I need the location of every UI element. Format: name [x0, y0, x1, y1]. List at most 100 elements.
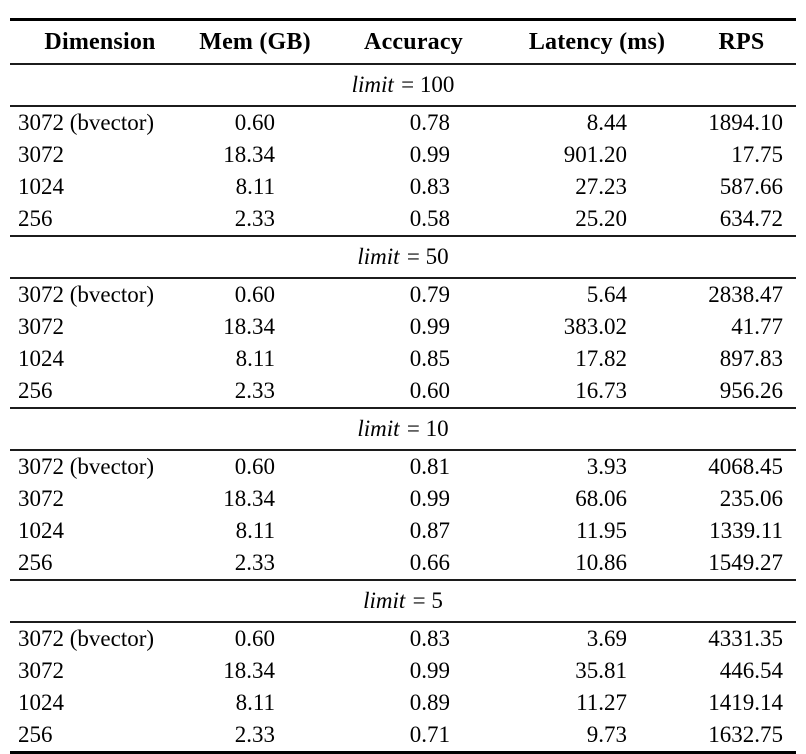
value-cell: 0.89 — [409, 690, 450, 715]
value-cell: 446.54 — [719, 658, 783, 683]
value-cell: 1419.14 — [708, 690, 783, 715]
value-cell: 0.79 — [409, 282, 450, 307]
table-row: 3072 (bvector) 0.60 0.83 3.69 4331.35 — [10, 622, 796, 655]
section-header-row: limit = 10 — [10, 407, 796, 451]
value-cell: 11.27 — [576, 690, 627, 715]
value-cell: 0.99 — [409, 658, 450, 683]
value-cell: 634.72 — [719, 206, 783, 231]
section-limit-cell: limit = 5 — [10, 579, 796, 623]
limit-word: limit — [357, 416, 400, 441]
value-cell: 8.11 — [235, 690, 275, 715]
value-cell: 2.33 — [234, 722, 275, 747]
value-cell: 35.81 — [575, 658, 627, 683]
dimension-cell: 3072 — [18, 142, 64, 167]
dimension-cell: 3072 (bvector) — [18, 282, 155, 307]
table-row: 3072 (bvector) 0.60 0.78 8.44 1894.10 — [10, 106, 796, 139]
table-row: 256 2.33 0.71 9.73 1632.75 — [10, 719, 796, 753]
dimension-cell: 1024 — [18, 174, 64, 199]
value-cell: 0.71 — [409, 722, 450, 747]
table-row: 3072 18.34 0.99 383.02 41.77 — [10, 311, 796, 343]
benchmark-table: Dimension Mem (GB) Accuracy Latency (ms)… — [10, 18, 796, 754]
value-cell: 18.34 — [223, 486, 275, 511]
value-cell: 2838.47 — [708, 282, 783, 307]
value-cell: 0.81 — [409, 454, 450, 479]
table-row: 3072 18.34 0.99 35.81 446.54 — [10, 655, 796, 687]
value-cell: 0.60 — [234, 110, 275, 135]
dimension-cell: 3072 (bvector) — [18, 110, 155, 135]
value-cell: 956.26 — [719, 378, 783, 403]
column-header-accuracy: Accuracy — [320, 19, 507, 65]
value-cell: 8.44 — [586, 110, 627, 135]
dimension-cell: 1024 — [18, 518, 64, 543]
value-cell: 16.73 — [575, 378, 627, 403]
value-cell: 0.99 — [409, 314, 450, 339]
dimension-cell: 3072 — [18, 486, 64, 511]
dimension-cell: 3072 — [18, 658, 64, 683]
value-cell: 11.95 — [576, 518, 627, 543]
table-row: 256 2.33 0.58 25.20 634.72 — [10, 203, 796, 236]
dimension-cell: 256 — [18, 550, 53, 575]
value-cell: 18.34 — [223, 658, 275, 683]
value-cell: 3.69 — [586, 626, 627, 651]
section-header-row: limit = 5 — [10, 579, 796, 623]
dimension-cell: 3072 — [18, 314, 64, 339]
value-cell: 1339.11 — [709, 518, 783, 543]
value-cell: 0.83 — [409, 626, 450, 651]
table-body: limit = 100 3072 (bvector) 0.60 0.78 8.44 1894… — [10, 63, 796, 753]
value-cell: 4331.35 — [708, 626, 783, 651]
value-cell: 18.34 — [223, 314, 275, 339]
value-cell: 1894.10 — [708, 110, 783, 135]
value-cell: 17.75 — [731, 142, 783, 167]
column-header-rps: RPS — [687, 19, 796, 65]
value-cell: 0.99 — [409, 142, 450, 167]
value-cell: 41.77 — [731, 314, 783, 339]
limit-value: = 50 — [406, 244, 449, 269]
dimension-cell: 256 — [18, 378, 53, 403]
limit-value: = 5 — [412, 588, 443, 613]
header-row: Dimension Mem (GB) Accuracy Latency (ms)… — [10, 19, 796, 65]
table-row: 3072 (bvector) 0.60 0.81 3.93 4068.45 — [10, 450, 796, 483]
value-cell: 1549.27 — [708, 550, 783, 575]
table-row: 3072 (bvector) 0.60 0.79 5.64 2838.47 — [10, 278, 796, 311]
dimension-cell: 3072 (bvector) — [18, 454, 155, 479]
table-row: 1024 8.11 0.85 17.82 897.83 — [10, 343, 796, 375]
column-header-mem-gb: Mem (GB) — [190, 19, 320, 65]
value-cell: 27.23 — [575, 174, 627, 199]
dimension-cell: 1024 — [18, 690, 64, 715]
table-row: 1024 8.11 0.89 11.27 1419.14 — [10, 687, 796, 719]
dimension-cell: 256 — [18, 206, 53, 231]
value-cell: 0.66 — [409, 550, 450, 575]
limit-value: = 100 — [401, 72, 455, 97]
value-cell: 897.83 — [719, 346, 783, 371]
value-cell: 1632.75 — [708, 722, 783, 747]
value-cell: 2.33 — [234, 378, 275, 403]
column-header-dimension: Dimension — [10, 19, 190, 65]
limit-word: limit — [351, 72, 394, 97]
value-cell: 25.20 — [575, 206, 627, 231]
section-header-row: limit = 50 — [10, 235, 796, 279]
section-limit-cell: limit = 10 — [10, 407, 796, 451]
dimension-cell: 1024 — [18, 346, 64, 371]
table-row: 3072 18.34 0.99 901.20 17.75 — [10, 139, 796, 171]
value-cell: 0.60 — [234, 626, 275, 651]
value-cell: 4068.45 — [708, 454, 783, 479]
value-cell: 0.83 — [409, 174, 450, 199]
value-cell: 0.60 — [234, 282, 275, 307]
table-row: 3072 18.34 0.99 68.06 235.06 — [10, 483, 796, 515]
value-cell: 8.11 — [235, 518, 275, 543]
value-cell: 5.64 — [586, 282, 627, 307]
value-cell: 8.11 — [235, 174, 275, 199]
value-cell: 68.06 — [575, 486, 627, 511]
value-cell: 18.34 — [223, 142, 275, 167]
table-row: 1024 8.11 0.83 27.23 587.66 — [10, 171, 796, 203]
value-cell: 9.73 — [586, 722, 627, 747]
section-limit-cell: limit = 100 — [10, 63, 796, 107]
value-cell: 3.93 — [586, 454, 627, 479]
value-cell: 901.20 — [563, 142, 627, 167]
value-cell: 10.86 — [575, 550, 627, 575]
value-cell: 0.78 — [409, 110, 450, 135]
table-row: 256 2.33 0.66 10.86 1549.27 — [10, 547, 796, 580]
section-limit-cell: limit = 50 — [10, 235, 796, 279]
table-row: 1024 8.11 0.87 11.95 1339.11 — [10, 515, 796, 547]
